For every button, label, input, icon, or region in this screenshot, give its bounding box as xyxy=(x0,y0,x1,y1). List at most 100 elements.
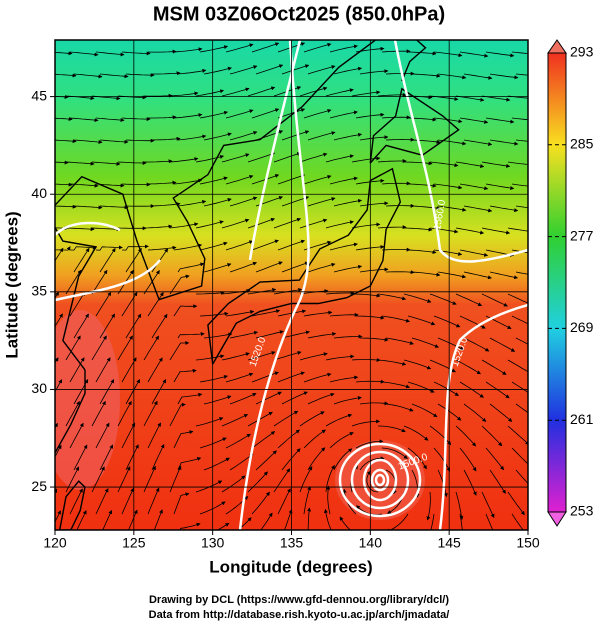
streamline xyxy=(95,51,125,57)
streamline xyxy=(429,293,457,305)
streamline xyxy=(147,180,177,185)
streamline xyxy=(143,224,173,229)
streamline xyxy=(169,157,199,163)
streamline xyxy=(169,91,199,97)
streamline xyxy=(385,71,415,76)
streamline xyxy=(430,30,458,33)
streamline xyxy=(169,465,182,493)
streamline xyxy=(355,112,385,119)
streamline xyxy=(247,217,276,229)
streamline xyxy=(489,205,519,213)
x-axis-label: Longitude (degrees) xyxy=(209,557,372,576)
streamline xyxy=(352,26,380,30)
streamline xyxy=(147,245,177,251)
streamline xyxy=(55,510,61,523)
streamline xyxy=(351,293,381,298)
streamline xyxy=(225,174,254,185)
streamline xyxy=(351,419,381,427)
streamline xyxy=(199,311,229,317)
streamline xyxy=(173,178,203,185)
streamline xyxy=(515,337,528,345)
streamline xyxy=(481,293,508,307)
streamline xyxy=(351,90,381,97)
streamline xyxy=(203,332,233,339)
contour xyxy=(238,40,310,530)
streamline xyxy=(203,66,232,75)
credit-line: Drawing by DCL (https://www.gfd-dennou.o… xyxy=(149,594,449,606)
streamline xyxy=(251,371,279,383)
streamline xyxy=(508,30,536,32)
coastline xyxy=(207,167,402,365)
streamline xyxy=(69,117,99,123)
streamline xyxy=(433,315,461,328)
streamline xyxy=(195,89,225,97)
streamline xyxy=(281,330,310,339)
streamline xyxy=(407,51,437,56)
streamline xyxy=(351,222,381,229)
streamline xyxy=(437,403,462,421)
streamline xyxy=(456,30,484,34)
streamline xyxy=(403,227,433,232)
streamline xyxy=(455,425,477,447)
streamline xyxy=(377,92,407,97)
x-tick-label: 130 xyxy=(201,535,225,551)
streamline xyxy=(299,152,328,163)
streamline xyxy=(173,243,203,251)
streamline xyxy=(273,217,302,229)
streamline xyxy=(489,469,506,494)
streamline xyxy=(378,29,406,30)
streamline xyxy=(463,73,493,80)
streamline xyxy=(255,261,283,273)
streamline xyxy=(481,425,503,447)
streamline xyxy=(392,536,412,555)
streamline xyxy=(95,357,111,383)
streamline xyxy=(99,379,115,405)
streamline xyxy=(221,218,250,229)
streamline xyxy=(307,332,337,339)
streamline xyxy=(65,227,95,232)
x-tick-label: 140 xyxy=(359,535,383,551)
streamline xyxy=(128,509,138,530)
streamline xyxy=(255,64,284,75)
streamline xyxy=(481,491,495,519)
streamline xyxy=(490,536,502,561)
streamline xyxy=(381,315,411,323)
streamline xyxy=(260,512,273,530)
streamline xyxy=(251,42,280,53)
streamline xyxy=(481,359,507,375)
streamline xyxy=(511,249,528,254)
streamline xyxy=(377,225,407,230)
streamline xyxy=(91,269,108,295)
streamline xyxy=(99,313,115,339)
streamline xyxy=(251,108,280,119)
streamline xyxy=(225,433,251,449)
streamline xyxy=(511,315,528,325)
streamline xyxy=(323,508,332,530)
streamline xyxy=(73,313,89,339)
streamline xyxy=(69,245,97,251)
streamline xyxy=(229,392,257,405)
streamline xyxy=(195,417,224,427)
streamline xyxy=(143,335,159,361)
streamline xyxy=(273,350,302,361)
streamline xyxy=(203,395,232,405)
streamline xyxy=(507,359,528,373)
streamline xyxy=(69,357,85,383)
streamline xyxy=(359,267,389,273)
streamline xyxy=(325,220,354,229)
streamline xyxy=(203,132,232,141)
streamline xyxy=(151,136,181,141)
streamline xyxy=(329,110,358,119)
streamline xyxy=(366,470,379,493)
x-tick-label: 125 xyxy=(122,535,146,551)
streamline xyxy=(247,471,268,493)
x-tick-label: 150 xyxy=(516,535,540,551)
streamline xyxy=(381,247,411,252)
streamline xyxy=(277,488,291,515)
streamline xyxy=(325,88,354,97)
streamline xyxy=(229,130,258,141)
streamline xyxy=(307,262,336,273)
colorbar-tick-label: 277 xyxy=(570,227,594,243)
streamline xyxy=(221,414,249,427)
streamline xyxy=(102,509,113,530)
